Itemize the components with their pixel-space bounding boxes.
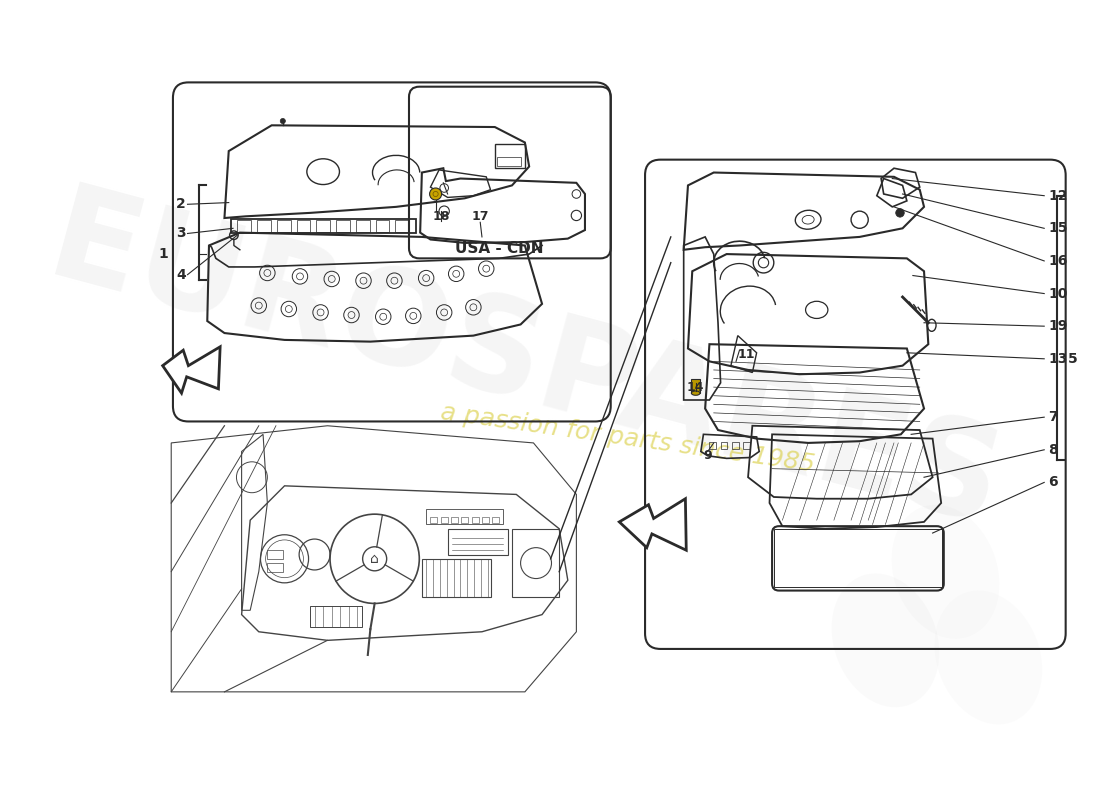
Bar [495, 144, 525, 168]
Circle shape [895, 209, 904, 217]
Bar [426, 509, 504, 525]
Bar [430, 517, 438, 522]
Text: 19: 19 [1048, 319, 1068, 333]
Text: 14: 14 [686, 381, 704, 394]
Text: 8: 8 [1048, 442, 1058, 457]
Text: 17: 17 [472, 210, 490, 223]
Bar [472, 517, 478, 522]
Bar [451, 517, 458, 522]
Text: 3: 3 [176, 226, 186, 241]
Polygon shape [619, 498, 686, 550]
Bar [482, 517, 488, 522]
Ellipse shape [935, 590, 1042, 725]
Text: ⌂: ⌂ [371, 552, 380, 566]
Text: USA - CDN: USA - CDN [455, 241, 543, 255]
Bar [422, 559, 491, 598]
Text: 9: 9 [703, 450, 712, 462]
Text: 12: 12 [1048, 189, 1068, 202]
Polygon shape [163, 346, 220, 393]
Text: 6: 6 [1048, 475, 1058, 490]
Text: 4: 4 [176, 268, 186, 282]
Text: 5: 5 [1067, 352, 1077, 366]
Bar [238, 220, 251, 232]
Text: 15: 15 [1048, 222, 1068, 235]
Bar [512, 529, 559, 598]
Bar [355, 220, 370, 232]
Bar [441, 517, 448, 522]
Text: 10: 10 [1048, 286, 1068, 301]
Circle shape [280, 118, 285, 123]
Bar [297, 220, 310, 232]
Text: 11: 11 [738, 348, 755, 361]
Bar [448, 529, 508, 554]
Bar [277, 220, 290, 232]
Text: a passion for parts since 1985: a passion for parts since 1985 [439, 401, 816, 477]
Bar [257, 220, 271, 232]
Ellipse shape [832, 574, 939, 707]
Bar [742, 442, 750, 449]
Text: 7: 7 [1048, 410, 1058, 424]
Bar [317, 220, 330, 232]
Bar [732, 442, 738, 449]
Bar [336, 220, 350, 232]
Text: 1: 1 [158, 247, 168, 261]
Bar [310, 606, 362, 627]
Bar [710, 442, 716, 449]
Bar [720, 442, 727, 449]
Bar [375, 220, 389, 232]
Text: 16: 16 [1048, 254, 1068, 268]
Bar [267, 550, 283, 559]
Text: EUROSPARES: EUROSPARES [35, 178, 1014, 554]
Text: 13: 13 [1048, 352, 1068, 366]
Bar [773, 529, 942, 587]
Bar [493, 517, 499, 522]
Bar [395, 220, 409, 232]
Ellipse shape [892, 505, 999, 638]
Bar [267, 563, 283, 572]
Ellipse shape [692, 391, 700, 395]
Bar [497, 157, 521, 166]
Text: 2: 2 [176, 198, 186, 211]
Circle shape [430, 188, 441, 200]
Bar [461, 517, 469, 522]
Text: 18: 18 [432, 210, 450, 223]
Bar [231, 219, 416, 233]
Bar [692, 379, 700, 393]
